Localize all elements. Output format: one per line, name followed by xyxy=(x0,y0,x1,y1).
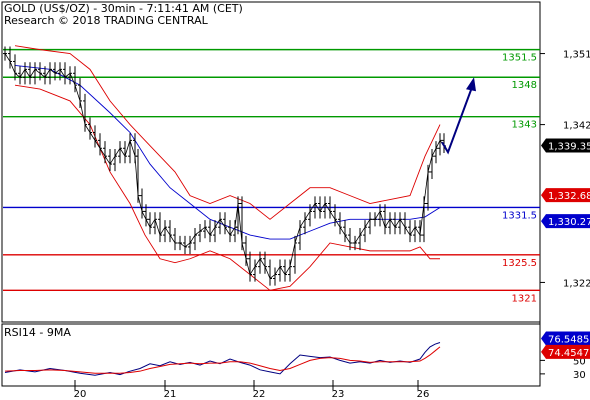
y-tick-label: 1,351 xyxy=(563,50,590,61)
chart-title: GOLD (US$/OZ) - 30min - 7:11:41 AM (CET) xyxy=(4,2,243,15)
level-label: 1343 xyxy=(512,120,537,131)
y-tick-label: 1,342 xyxy=(563,121,590,132)
price-tag-label: 1,339.35 xyxy=(548,142,590,153)
price-tag-label: 1,332.68 xyxy=(548,191,590,202)
price-tag xyxy=(541,138,590,153)
forecast-arrow-head xyxy=(466,77,476,92)
level-label: 1325.5 xyxy=(502,258,537,269)
price-layer: 1351.5 1348 1343 1331.5 1325.5 1321 xyxy=(3,45,540,304)
rsi-y-tick-label: 50 xyxy=(573,356,586,367)
x-tick-label: 21 xyxy=(164,389,177,400)
x-tick-label: 20 xyxy=(74,389,87,400)
price-panel-frame xyxy=(1,1,541,323)
x-tick-label: 23 xyxy=(332,389,345,400)
rsi-title: RSI14 - 9MA xyxy=(4,326,71,339)
rsi-panel-frame xyxy=(1,323,541,387)
axis-layer: 1,351 1,342 1,322 1,339.35 1,332.68 1,330.27 5… xyxy=(74,50,590,400)
x-tick-label: 22 xyxy=(253,389,266,400)
rsi-value-tag-label: 74.4547 xyxy=(548,348,589,359)
moving-average-line xyxy=(14,64,441,240)
rsi-value-tag xyxy=(541,331,590,346)
rsi-value-tag xyxy=(541,344,590,359)
price-tag xyxy=(541,214,590,229)
level-label: 1331.5 xyxy=(502,210,537,221)
chart-subtitle: Research © 2018 TRADING CENTRAL xyxy=(4,14,209,27)
level-label: 1351.5 xyxy=(502,53,537,64)
y-tick-label: 1,322 xyxy=(563,278,590,289)
level-label: 1348 xyxy=(512,80,537,91)
bollinger-upper-band xyxy=(14,45,441,220)
price-tag xyxy=(541,188,590,203)
level-label: 1321 xyxy=(512,293,537,304)
x-tick-label: 26 xyxy=(417,389,430,400)
rsi-series-rsi14 xyxy=(4,342,441,376)
price-path xyxy=(4,53,445,280)
forecast-arrow-shaft xyxy=(441,86,473,155)
rsi-layer xyxy=(4,342,441,376)
price-tag-label: 1,330.27 xyxy=(548,217,590,228)
bollinger-lower-band xyxy=(14,84,440,291)
rsi-value-tag-label: 76.5485 xyxy=(548,334,589,345)
rsi-y-tick-label: 30 xyxy=(573,370,586,381)
rsi-series-9ma xyxy=(4,346,441,374)
